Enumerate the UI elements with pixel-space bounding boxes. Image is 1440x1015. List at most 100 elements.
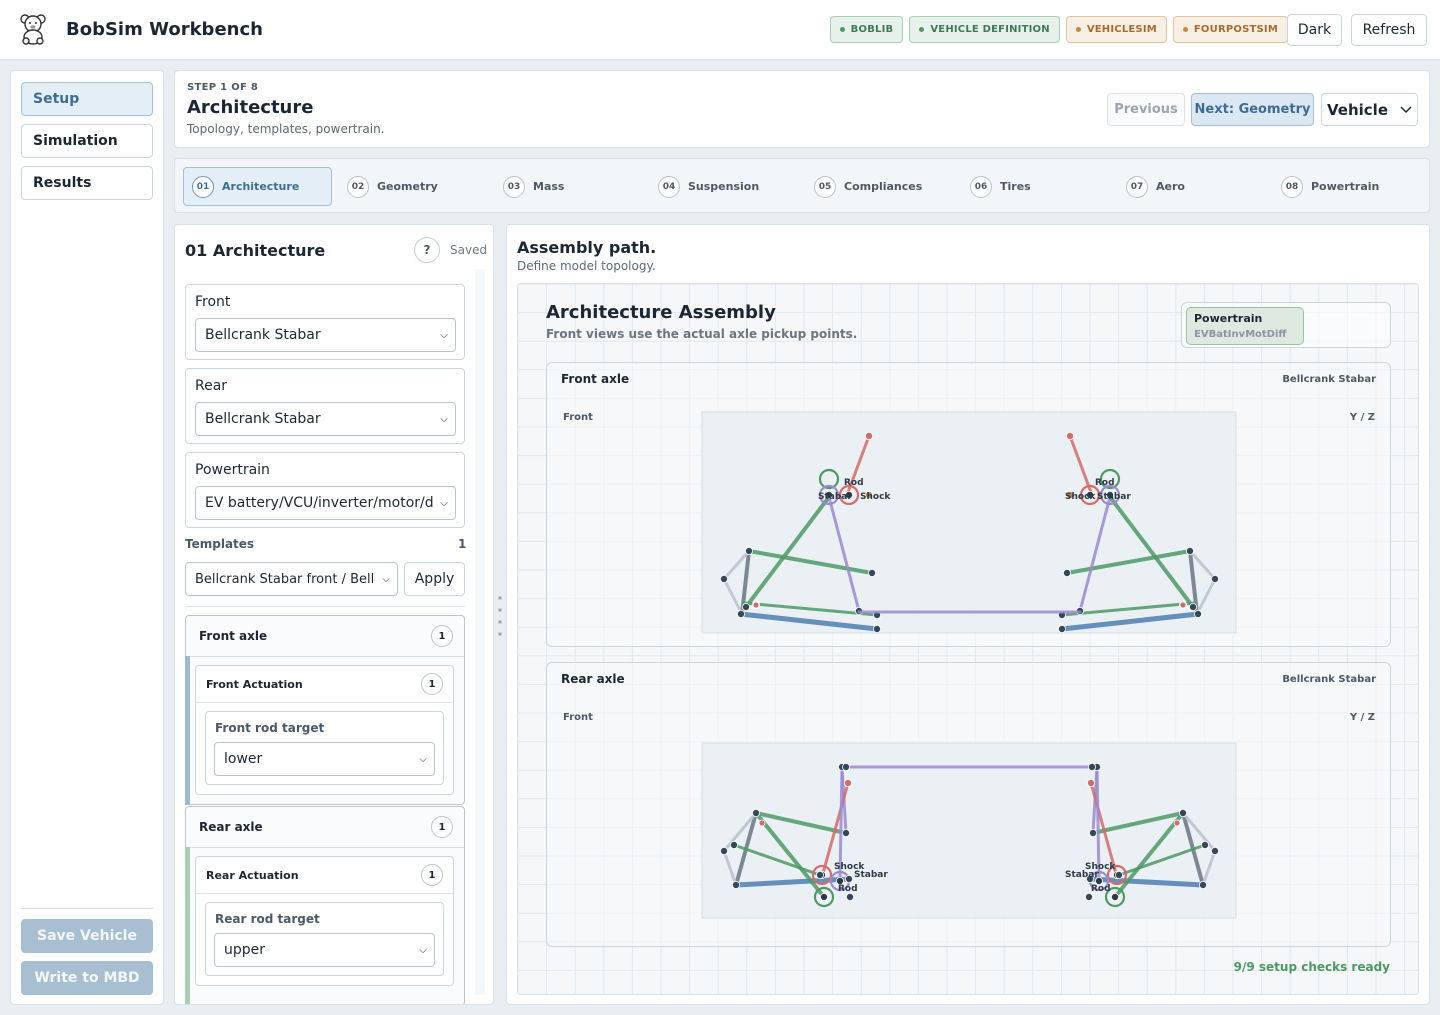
front-left-pushrod-mount [864, 432, 873, 441]
front-right-control-arm-a [1108, 495, 1195, 609]
form-title: 01 Architecture [185, 241, 326, 260]
front-field: Front Bellcrank Stabar ⌵ [185, 284, 465, 360]
rear-left-joint-4 [841, 828, 850, 837]
form-divider [185, 606, 465, 607]
chevron-down-icon [1400, 105, 1412, 113]
rear-left-rod-upper-mount [758, 819, 766, 827]
chevron-down-icon: ⌵ [419, 753, 427, 765]
templates-label: Templates [185, 537, 255, 551]
front-left-joint-5 [741, 602, 750, 611]
front-right-stabar-ring [1099, 484, 1121, 506]
chevron-down-icon: ⌵ [440, 329, 448, 341]
assembly-title: Assembly path. [517, 238, 657, 257]
front-right-bellcrank-pivot [1106, 490, 1115, 499]
front-left-upper-arm [747, 549, 874, 575]
rear-left-joint-1 [719, 846, 728, 855]
next-geometry-button[interactable]: Next: Geometry [1191, 93, 1314, 126]
step-tabs: 01 Architecture 02 Geometry 03 Mass 04 Suspe… [174, 158, 1430, 213]
powertrain-select[interactable]: EV battery/VCU/inverter/motor/differenti… [195, 486, 456, 520]
rear-right-joint-0 [1179, 808, 1188, 817]
tab-aero[interactable]: 07 Aero [1118, 167, 1266, 206]
status-dot-icon [1075, 27, 1081, 32]
rear-vehicle-envelope [701, 742, 1237, 919]
front-right-pushrod-mount [1066, 432, 1075, 441]
form-scrollbar[interactable] [475, 269, 485, 995]
previous-button[interactable]: Previous [1107, 93, 1185, 126]
front-actuation-card: Front Actuation 1 Front rod target lower… [195, 665, 454, 795]
top-bar: BobSim Workbench BOBLIB VEHICLE DEFINITI… [0, 0, 1440, 60]
rear-left-tire-outline-lower [722, 849, 738, 887]
help-button[interactable]: ? [414, 237, 440, 263]
tab-mass[interactable]: 03 Mass [495, 167, 643, 206]
assembly-subtitle: Define model topology. [517, 259, 656, 273]
front-right-shock-pivot [1086, 490, 1095, 499]
rear-rod-target-select[interactable]: upper ⌵ [214, 933, 435, 967]
front-right-lower-arm [1059, 611, 1201, 632]
panel-resize-handle-icon[interactable] [497, 592, 503, 640]
nav-item-results[interactable]: Results [21, 166, 153, 200]
chevron-down-icon: ⌵ [382, 573, 390, 585]
front-right-tire-outline-lower [1195, 577, 1217, 616]
rear-axle-accent [185, 847, 190, 1004]
rear-rod-target-field: Rear rod target upper ⌵ [205, 902, 444, 976]
tab-architecture[interactable]: 01 Architecture [183, 167, 332, 206]
rear-right-joint-6 [1115, 870, 1124, 879]
front-right-shock-mount [1066, 490, 1075, 499]
front-right-rod-lower-mount [1179, 601, 1187, 609]
front-right-joint-0 [1186, 546, 1195, 555]
front-left-shock-label: Shock [860, 492, 891, 502]
front-left-stabar-label: Stabar [818, 492, 852, 502]
canvas-title: Architecture Assembly [546, 302, 776, 323]
front-left-tire-outline-upper [722, 549, 751, 581]
rear-right-shock-label: Shock [1085, 862, 1116, 872]
powertrain-card: Powertrain EVBatInvMotDiff [1181, 302, 1391, 348]
write-to-mbd-button[interactable]: Write to MBD [21, 961, 153, 995]
tab-geometry[interactable]: 02 Geometry [339, 167, 487, 206]
rear-left-rod-ring [813, 886, 835, 908]
rear-axle-card: Rear axle Bellcrank Stabar Front Y / Z S… [546, 662, 1391, 947]
rear-architecture-select[interactable]: Bellcrank Stabar ⌵ [195, 402, 456, 436]
teddy-bear-logo-icon [20, 14, 46, 45]
front-right-joint-2 [1194, 609, 1203, 618]
rear-actuation-card: Rear Actuation 1 Rear rod target upper ⌵ [195, 856, 454, 986]
refresh-button[interactable]: Refresh [1351, 14, 1427, 46]
status-badge-fourpostsim: FOURPOSTSIM [1172, 16, 1288, 43]
scope-dropdown[interactable]: Vehicle [1321, 93, 1418, 126]
front-rod-target-field: Front rod target lower ⌵ [205, 711, 444, 785]
front-axle-card: Front axle Bellcrank Stabar Front Y / Z … [546, 362, 1391, 647]
front-right-shock-ring [1079, 484, 1101, 506]
rear-left-rod-pivot [819, 892, 828, 901]
save-vehicle-button[interactable]: Save Vehicle [21, 919, 153, 953]
tab-suspension[interactable]: 04 Suspension [650, 167, 798, 206]
rear-right-tire-outline-lower [1201, 849, 1217, 887]
nav-item-simulation[interactable]: Simulation [21, 124, 153, 158]
step-counter: STEP 1 OF 8 [187, 82, 259, 93]
front-left-joint-3 [872, 624, 881, 633]
rear-left-joint-0 [751, 808, 760, 817]
assembly-canvas[interactable]: Architecture Assembly Front views use th… [517, 283, 1419, 995]
tab-compliances[interactable]: 05 Compliances [806, 167, 954, 206]
rear-right-joint-7 [1085, 892, 1094, 901]
rear-right-shock-ring [1106, 864, 1128, 886]
tab-tires[interactable]: 06 Tires [962, 167, 1110, 206]
front-rod-target-select[interactable]: lower ⌵ [214, 742, 435, 776]
apply-template-button[interactable]: Apply [404, 562, 465, 596]
front-left-control-arm-a [744, 495, 831, 609]
front-architecture-select[interactable]: Bellcrank Stabar ⌵ [195, 318, 456, 352]
dark-mode-button[interactable]: Dark [1287, 14, 1342, 46]
rear-right-tire-outline-upper [1181, 811, 1217, 853]
nav-item-setup[interactable]: Setup [21, 82, 153, 116]
front-left-stabar-ring [818, 484, 840, 506]
template-select[interactable]: Bellcrank Stabar front / Bellcrank Staba… [185, 562, 398, 596]
rear-right-rod-label: Rod [1091, 884, 1111, 894]
rear-field: Rear Bellcrank Stabar ⌵ [185, 368, 465, 444]
save-status: Saved [450, 243, 488, 257]
powertrain-node[interactable]: Powertrain EVBatInvMotDiff [1186, 307, 1304, 345]
tab-powertrain[interactable]: 08 Powertrain [1273, 167, 1421, 206]
front-vehicle-envelope [701, 411, 1237, 634]
rear-stabar-end-right [1088, 763, 1097, 772]
front-left-joint-4 [867, 568, 876, 577]
front-right-upper-arm [1065, 549, 1192, 575]
rear-left-stabar-label: Stabar [854, 870, 888, 880]
rear-right-rod-ring [1104, 886, 1126, 908]
